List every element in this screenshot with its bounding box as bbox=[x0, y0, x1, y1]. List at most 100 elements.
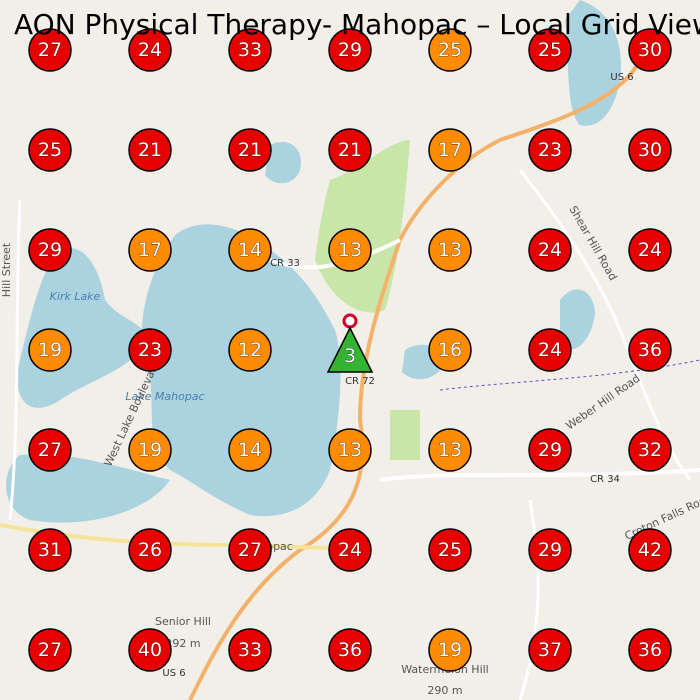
rank-marker bbox=[328, 628, 372, 672]
rank-label: 14 bbox=[238, 439, 262, 461]
rank-marker bbox=[628, 328, 672, 372]
rank-marker bbox=[128, 428, 172, 472]
rank-marker bbox=[28, 28, 72, 72]
rank-marker bbox=[228, 528, 272, 572]
road bbox=[269, 238, 401, 270]
rank-marker bbox=[628, 528, 672, 572]
rank-marker bbox=[528, 628, 572, 672]
rank-marker bbox=[428, 28, 472, 72]
rank-marker bbox=[228, 628, 272, 672]
rank-label: 36 bbox=[638, 639, 662, 661]
lake bbox=[560, 289, 595, 350]
map-label: Hill Street bbox=[0, 242, 13, 297]
rank-label: 13 bbox=[338, 239, 362, 261]
rank-label: 13 bbox=[338, 439, 362, 461]
rank-label: 33 bbox=[238, 639, 262, 661]
map-label: CR 33 bbox=[270, 258, 300, 269]
map-label: Senior Hill bbox=[155, 615, 211, 628]
rank-marker bbox=[228, 228, 272, 272]
rank-marker bbox=[328, 528, 372, 572]
rank-marker bbox=[428, 428, 472, 472]
rank-label: 24 bbox=[138, 39, 162, 61]
rank-label: 25 bbox=[438, 539, 462, 561]
rank-marker bbox=[128, 228, 172, 272]
rank-marker bbox=[528, 528, 572, 572]
rank-marker bbox=[28, 328, 72, 372]
rank-marker bbox=[128, 28, 172, 72]
rank-label: 27 bbox=[38, 639, 62, 661]
rank-label: 21 bbox=[338, 139, 362, 161]
rank-marker bbox=[528, 328, 572, 372]
rank-marker bbox=[328, 128, 372, 172]
rank-marker bbox=[28, 628, 72, 672]
rank-label: 29 bbox=[338, 39, 362, 61]
rank-label: 37 bbox=[538, 639, 562, 661]
rank-marker bbox=[28, 428, 72, 472]
rank-label: 26 bbox=[138, 539, 162, 561]
rank-marker bbox=[628, 228, 672, 272]
rank-marker bbox=[628, 428, 672, 472]
rank-label: 3 bbox=[344, 345, 356, 367]
rank-label: 24 bbox=[338, 539, 362, 561]
map-label: CR 34 bbox=[590, 474, 620, 485]
map-label: US 6 bbox=[610, 72, 633, 83]
rank-marker bbox=[328, 428, 372, 472]
road bbox=[518, 499, 540, 700]
rank-label: 33 bbox=[238, 39, 262, 61]
rank-label: 32 bbox=[638, 439, 662, 461]
rank-label: 40 bbox=[138, 639, 162, 661]
rank-marker bbox=[128, 328, 172, 372]
rank-label: 25 bbox=[438, 39, 462, 61]
rank-label: 24 bbox=[538, 239, 562, 261]
rank-label: 24 bbox=[638, 239, 662, 261]
rank-label: 23 bbox=[138, 339, 162, 361]
rank-label: 27 bbox=[238, 539, 262, 561]
rank-label: 25 bbox=[538, 39, 562, 61]
rank-label: 42 bbox=[638, 539, 662, 561]
lake bbox=[265, 141, 301, 184]
rank-marker bbox=[228, 128, 272, 172]
map-label: US 6 bbox=[162, 668, 185, 679]
rank-label: 31 bbox=[38, 539, 62, 561]
rank-label: 29 bbox=[38, 239, 62, 261]
rank-marker bbox=[228, 328, 272, 372]
rank-marker bbox=[528, 228, 572, 272]
map-label: Lake Mahopac bbox=[125, 390, 204, 403]
rank-label: 13 bbox=[438, 439, 462, 461]
rank-marker bbox=[228, 428, 272, 472]
park bbox=[315, 140, 410, 313]
rank-label: 36 bbox=[638, 339, 662, 361]
road bbox=[379, 468, 700, 482]
rank-label: 29 bbox=[538, 439, 562, 461]
road bbox=[8, 199, 22, 521]
rank-label: 12 bbox=[238, 339, 262, 361]
map-title: AON Physical Therapy- Mahopac – Local Gr… bbox=[14, 8, 700, 41]
rank-label: 14 bbox=[238, 239, 262, 261]
road-major bbox=[188, 59, 642, 700]
rank-marker bbox=[628, 628, 672, 672]
rank-label: 30 bbox=[638, 139, 662, 161]
rank-label: 21 bbox=[138, 139, 162, 161]
map-label: 290 m bbox=[427, 684, 462, 697]
rank-label: 24 bbox=[538, 339, 562, 361]
business-pin bbox=[342, 313, 358, 329]
rank-label: 36 bbox=[338, 639, 362, 661]
rank-marker bbox=[528, 428, 572, 472]
rank-label: 29 bbox=[538, 539, 562, 561]
rank-marker-top bbox=[326, 326, 374, 373]
rank-marker bbox=[128, 628, 172, 672]
lake bbox=[141, 224, 341, 517]
map-label: CR 72 bbox=[345, 376, 375, 387]
rank-label: 13 bbox=[438, 239, 462, 261]
map-label: Kirk Lake bbox=[50, 290, 101, 303]
park bbox=[390, 410, 420, 460]
rank-label: 19 bbox=[38, 339, 62, 361]
rank-marker bbox=[228, 28, 272, 72]
rank-label: 27 bbox=[38, 439, 62, 461]
rank-label: 17 bbox=[438, 139, 462, 161]
rank-marker bbox=[428, 328, 472, 372]
rank-marker bbox=[428, 228, 472, 272]
rank-marker bbox=[428, 128, 472, 172]
rank-marker bbox=[28, 528, 72, 572]
